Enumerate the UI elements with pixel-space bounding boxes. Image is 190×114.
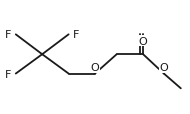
Text: O: O (159, 63, 168, 73)
Text: F: F (5, 69, 11, 79)
Text: O: O (139, 36, 147, 46)
Text: F: F (5, 30, 11, 40)
Text: F: F (73, 30, 80, 40)
Text: O: O (91, 63, 99, 73)
